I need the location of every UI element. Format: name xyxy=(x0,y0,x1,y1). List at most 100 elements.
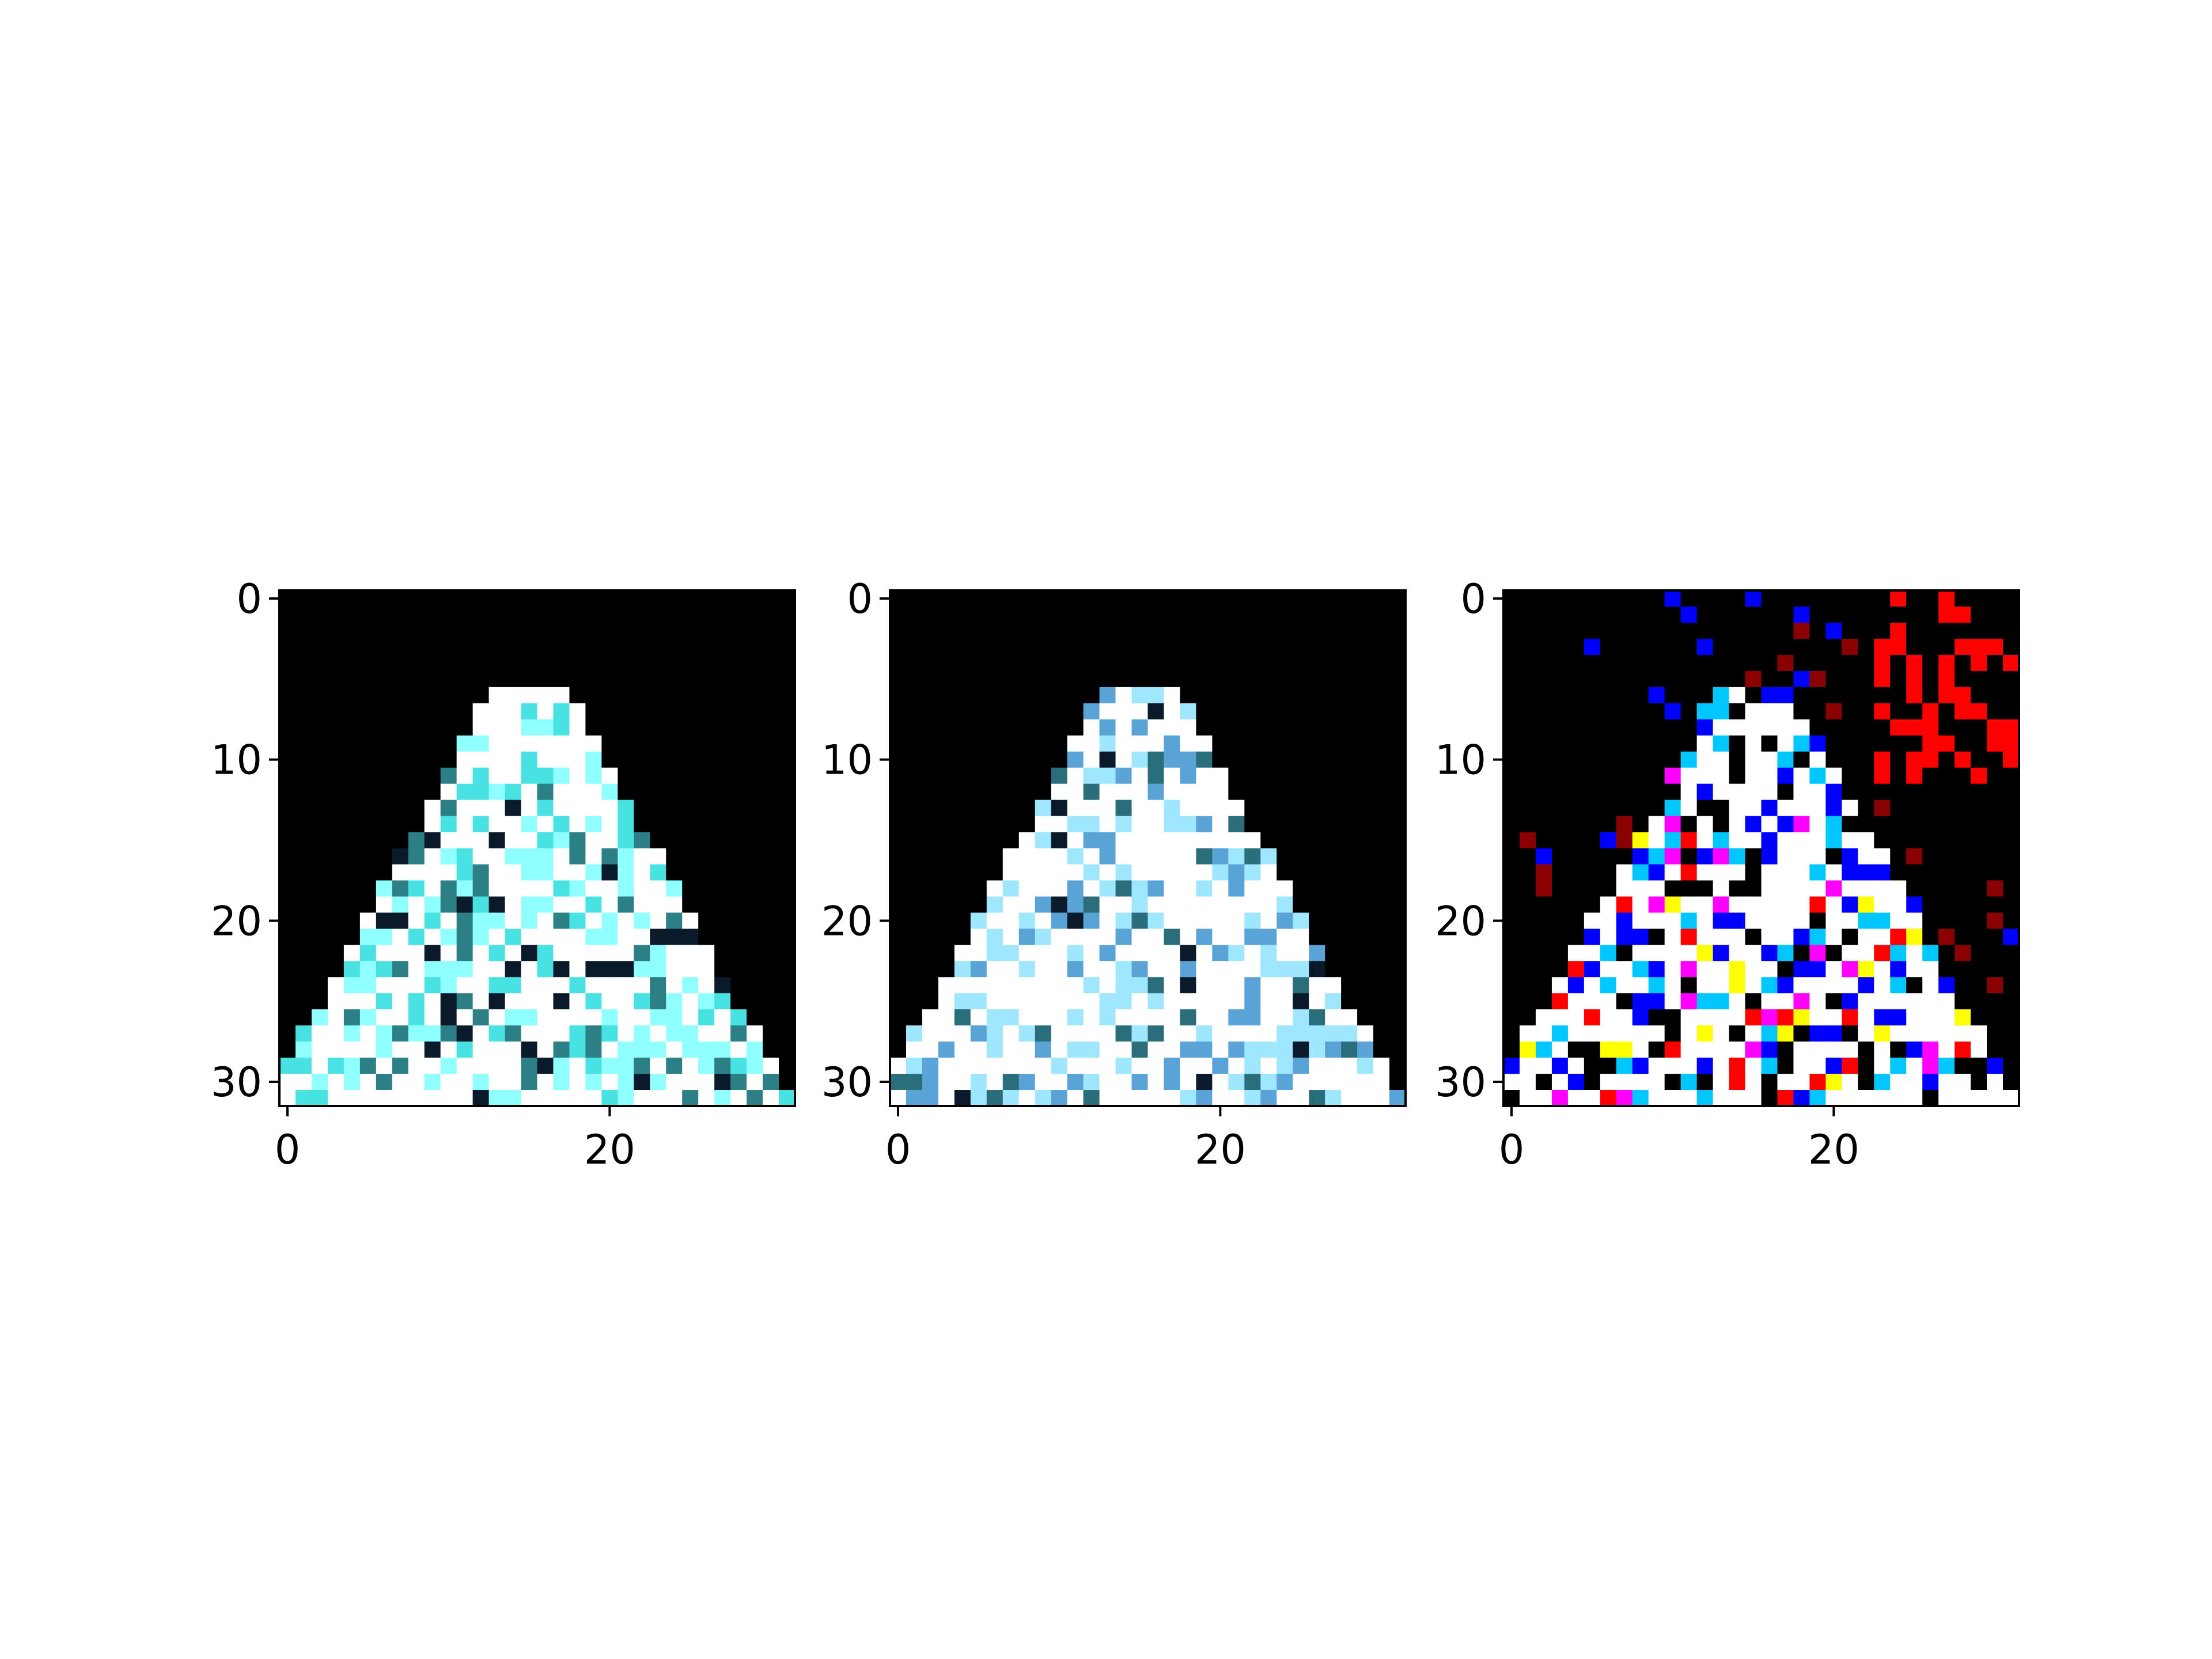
image-pixel xyxy=(1938,1058,1955,1074)
image-pixel xyxy=(295,703,312,720)
image-pixel xyxy=(1131,848,1149,865)
image-pixel xyxy=(1825,638,1842,656)
image-pixel xyxy=(1600,848,1617,865)
image-pixel xyxy=(1325,816,1342,833)
image-pixel xyxy=(650,735,666,752)
image-pixel xyxy=(1519,703,1536,720)
image-pixel xyxy=(1389,896,1406,913)
image-pixel xyxy=(601,671,618,688)
image-pixel xyxy=(714,735,731,752)
image-pixel xyxy=(986,929,1003,945)
image-pixel xyxy=(1115,783,1132,801)
image-pixel xyxy=(1325,848,1342,865)
image-pixel xyxy=(1567,832,1585,849)
image-pixel xyxy=(1228,735,1245,752)
image-pixel xyxy=(601,1009,618,1026)
image-pixel xyxy=(1793,896,1810,913)
image-pixel xyxy=(1713,687,1730,704)
image-pixel xyxy=(650,687,666,704)
image-pixel xyxy=(1664,1058,1681,1074)
image-pixel xyxy=(1858,1074,1874,1090)
image-pixel xyxy=(1842,864,1858,881)
image-pixel xyxy=(601,832,618,849)
image-pixel xyxy=(1051,816,1068,833)
image-pixel xyxy=(1632,800,1649,817)
image-pixel xyxy=(1793,606,1810,623)
image-pixel xyxy=(1793,687,1810,704)
image-pixel xyxy=(986,896,1003,913)
image-pixel xyxy=(1212,912,1229,929)
image-pixel xyxy=(295,719,312,736)
image-pixel xyxy=(906,638,923,656)
image-pixel xyxy=(424,622,441,639)
image-pixel xyxy=(634,864,650,881)
image-pixel xyxy=(1729,832,1746,849)
image-pixel xyxy=(650,654,666,672)
image-pixel xyxy=(327,945,344,961)
image-pixel xyxy=(1551,961,1569,978)
image-pixel xyxy=(1196,783,1213,801)
image-pixel xyxy=(1115,848,1132,865)
image-pixel xyxy=(986,590,1003,607)
image-pixel xyxy=(1067,751,1084,768)
image-pixel xyxy=(376,816,393,833)
image-pixel xyxy=(1373,767,1390,785)
image-pixel xyxy=(1147,1041,1165,1058)
image-pixel xyxy=(1680,719,1698,736)
image-pixel xyxy=(1680,1041,1698,1058)
image-pixel xyxy=(1389,961,1406,978)
image-pixel xyxy=(1858,800,1874,817)
image-pixel xyxy=(359,735,377,752)
image-pixel xyxy=(730,719,747,736)
image-pixel xyxy=(1632,671,1649,688)
image-pixel xyxy=(1793,1074,1810,1090)
image-pixel xyxy=(682,1009,699,1026)
image-pixel xyxy=(472,606,490,623)
image-pixel xyxy=(359,912,377,929)
image-pixel xyxy=(376,783,393,801)
image-pixel xyxy=(1922,848,1939,865)
image-pixel xyxy=(1825,912,1842,929)
image-pixel xyxy=(666,638,683,656)
image-pixel xyxy=(1051,671,1068,688)
image-pixel xyxy=(1099,1025,1116,1042)
image-pixel xyxy=(1938,638,1955,656)
image-pixel xyxy=(954,977,971,994)
image-pixel xyxy=(408,622,425,639)
image-pixel xyxy=(1147,783,1165,801)
image-pixel xyxy=(1535,751,1552,768)
image-pixel xyxy=(553,864,570,881)
image-pixel xyxy=(1503,800,1520,817)
image-pixel xyxy=(1664,622,1681,639)
image-pixel xyxy=(569,880,586,897)
image-pixel xyxy=(1551,671,1569,688)
image-pixel xyxy=(1228,1074,1245,1090)
image-pixel xyxy=(1357,993,1374,1010)
image-pixel xyxy=(1260,783,1277,801)
image-pixel xyxy=(1309,590,1325,607)
image-pixel xyxy=(1567,1041,1585,1058)
image-pixel xyxy=(682,1058,699,1074)
image-pixel xyxy=(922,703,939,720)
image-pixel xyxy=(970,961,987,978)
image-pixel xyxy=(2003,703,2020,720)
image-pixel xyxy=(779,912,796,929)
image-pixel xyxy=(456,654,474,672)
image-pixel xyxy=(986,671,1003,688)
image-pixel xyxy=(1373,977,1390,994)
image-pixel xyxy=(1535,590,1552,607)
image-pixel xyxy=(601,590,618,607)
image-pixel xyxy=(970,654,987,672)
image-pixel xyxy=(1002,961,1020,978)
image-pixel xyxy=(906,1090,923,1107)
image-pixel xyxy=(1244,800,1261,817)
image-pixel xyxy=(359,945,377,961)
image-pixel xyxy=(1196,1058,1213,1074)
image-pixel xyxy=(763,783,779,801)
image-pixel xyxy=(1293,1074,1309,1090)
image-pixel xyxy=(521,977,538,994)
image-pixel xyxy=(1890,1074,1907,1090)
image-pixel xyxy=(1180,832,1197,849)
image-pixel xyxy=(505,687,522,704)
image-pixel xyxy=(585,880,602,897)
